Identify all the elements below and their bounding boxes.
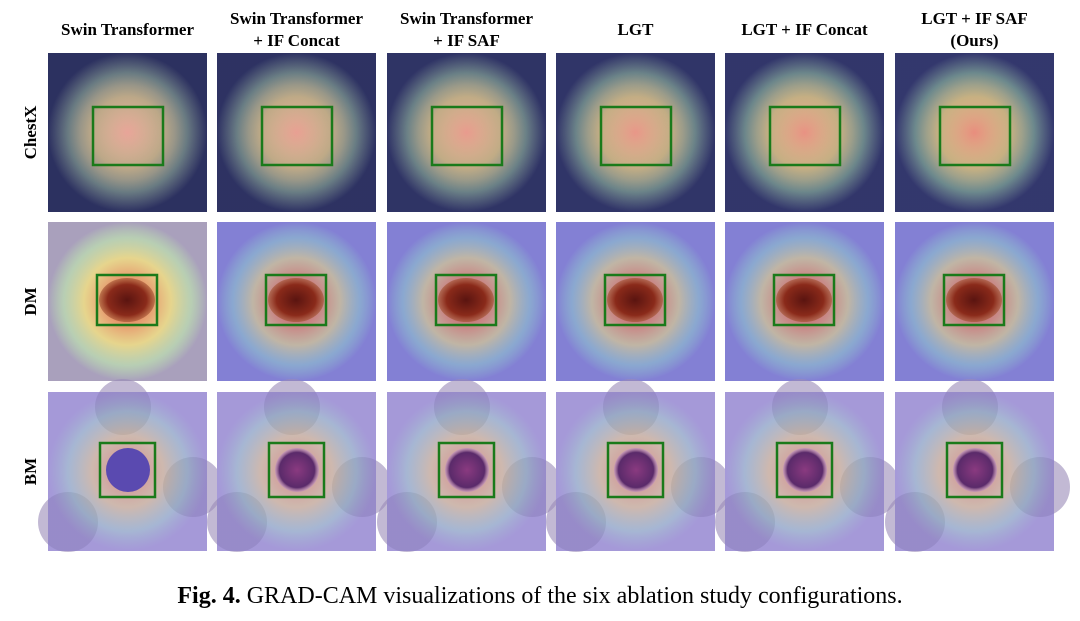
image-cell xyxy=(556,222,715,381)
column-header: + IF Concat xyxy=(253,31,340,50)
heatmap xyxy=(48,53,207,212)
image-cell xyxy=(556,53,715,212)
cell xyxy=(953,448,997,492)
cell xyxy=(275,448,319,492)
bounding-box xyxy=(775,441,834,499)
caption: Fig. 4. GRAD-CAM visualizations of the s… xyxy=(177,583,902,609)
row-label: BM xyxy=(21,458,40,485)
bounding-box xyxy=(95,273,159,327)
image-cell xyxy=(885,379,1070,552)
lesion xyxy=(946,278,1002,322)
image-cell xyxy=(38,379,223,552)
column-header: Swin Transformer xyxy=(400,9,533,28)
bounding-box xyxy=(98,441,157,499)
column-header: LGT xyxy=(618,20,655,39)
bounding-box xyxy=(434,273,498,327)
image-cell xyxy=(387,222,546,381)
image-cell xyxy=(715,379,900,552)
row-label: DM xyxy=(21,287,40,315)
bounding-box xyxy=(768,105,842,167)
bounding-box xyxy=(267,441,326,499)
row-label: ChestX xyxy=(21,105,40,160)
bounding-box xyxy=(91,105,165,167)
cell xyxy=(106,448,150,492)
heatmap xyxy=(387,53,546,212)
column-header: LGT + IF SAF xyxy=(921,9,1028,28)
bounding-box xyxy=(603,273,667,327)
column-header: + IF SAF xyxy=(433,31,500,50)
image-cell xyxy=(48,222,207,381)
lesion xyxy=(607,278,663,322)
lesion xyxy=(99,278,155,322)
bounding-box xyxy=(264,273,328,327)
heatmap xyxy=(556,53,715,212)
image-cell xyxy=(725,53,884,212)
bounding-box xyxy=(430,105,504,167)
heatmap xyxy=(217,53,376,212)
heatmap xyxy=(725,53,884,212)
image-cell xyxy=(377,379,562,552)
bounding-box xyxy=(945,441,1004,499)
image-cell xyxy=(725,222,884,381)
image-cell xyxy=(387,53,546,212)
column-header: LGT + IF Concat xyxy=(741,20,868,39)
image-cell xyxy=(546,379,731,552)
image-cell xyxy=(895,222,1054,381)
image-cell xyxy=(217,53,376,212)
lesion xyxy=(268,278,324,322)
lesion xyxy=(438,278,494,322)
bounding-box xyxy=(938,105,1012,167)
image-cell xyxy=(895,53,1054,212)
heatmap xyxy=(895,53,1054,212)
cell xyxy=(614,448,658,492)
bounding-box xyxy=(260,105,334,167)
caption-text: GRAD-CAM visualizations of the six ablat… xyxy=(247,583,903,609)
cell xyxy=(445,448,489,492)
column-header: Swin Transformer xyxy=(61,20,194,39)
image-cell xyxy=(207,379,392,552)
bounding-box xyxy=(437,441,496,499)
bounding-box xyxy=(606,441,665,499)
image-cell xyxy=(48,53,207,212)
cell xyxy=(783,448,827,492)
bounding-box xyxy=(942,273,1006,327)
bounding-box xyxy=(599,105,673,167)
lesion xyxy=(776,278,832,322)
column-header: Swin Transformer xyxy=(230,9,363,28)
bounding-box xyxy=(772,273,836,327)
caption-label: Fig. 4. xyxy=(177,583,240,609)
column-header: (Ours) xyxy=(950,31,998,50)
image-cell xyxy=(217,222,376,381)
